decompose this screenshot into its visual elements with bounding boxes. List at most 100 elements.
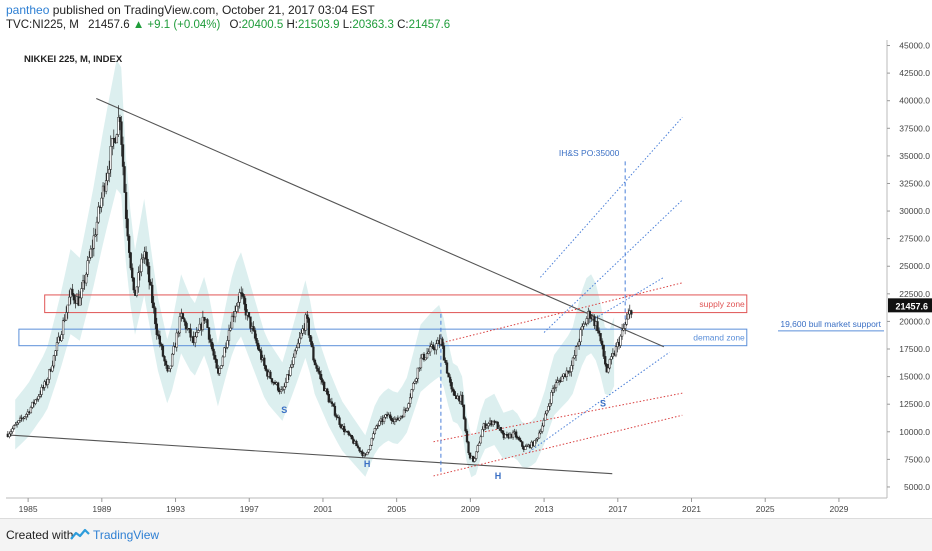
candle-body — [8, 433, 11, 437]
candle-body — [252, 326, 255, 331]
candle-body — [419, 357, 423, 369]
candle-body — [479, 436, 482, 444]
candle-body — [407, 403, 410, 409]
candle-body — [356, 445, 360, 448]
candle-body — [115, 134, 119, 144]
red-channel-line-3 — [433, 414, 683, 477]
candle-body — [63, 319, 66, 322]
candle-body — [17, 420, 20, 424]
candle-body — [171, 353, 174, 367]
candle-body — [189, 328, 192, 338]
candle-body — [550, 391, 553, 404]
candle-body — [15, 422, 19, 425]
y-tick-label: 35000.0 — [899, 151, 930, 161]
candle-body — [146, 258, 149, 267]
x-tick-label: 2021 — [682, 504, 701, 514]
candle-body — [210, 341, 214, 350]
candle-body — [424, 357, 427, 361]
candle-body — [124, 192, 128, 220]
candle-body — [160, 343, 163, 347]
candle-body — [622, 328, 625, 331]
candle-body — [241, 293, 244, 297]
candle-body — [295, 347, 298, 352]
publish-info: pantheo published on TradingView.com, Oc… — [6, 3, 375, 17]
candle-body — [367, 449, 370, 453]
candle-body — [147, 265, 151, 283]
candle-body — [389, 414, 392, 419]
candle-body — [9, 431, 13, 435]
candle-body — [177, 332, 180, 334]
y-tick-label: 10000.0 — [899, 427, 930, 437]
candle-body — [290, 364, 294, 368]
candle-body — [68, 296, 71, 306]
x-tick-label: 2029 — [829, 504, 848, 514]
candle-body — [166, 364, 169, 372]
chart-title: NIKKEI 225, M, INDEX — [24, 54, 123, 65]
candle-body — [405, 407, 409, 411]
candle-body — [89, 248, 92, 258]
candle-body — [366, 451, 369, 456]
candle-body — [576, 345, 579, 347]
candle-body — [240, 292, 243, 294]
candle-body — [604, 356, 607, 365]
candle-body — [243, 296, 246, 305]
candle-body — [373, 428, 377, 434]
candle-body — [118, 117, 122, 122]
candle-body — [332, 403, 335, 407]
candle-body — [316, 368, 320, 372]
candle-body — [481, 429, 484, 438]
candle-body — [55, 342, 59, 352]
candle-body — [164, 360, 168, 366]
published-text: published on TradingView.com, October 21… — [52, 3, 375, 17]
blue-channel-line-1 — [529, 351, 670, 453]
candle-body — [413, 381, 416, 384]
x-tick-label: 1997 — [240, 504, 259, 514]
blue-channel-line-2 — [543, 199, 683, 333]
candle-body — [547, 406, 550, 411]
candle-body — [627, 313, 630, 320]
candle-body — [620, 329, 624, 337]
candle-body — [158, 335, 162, 345]
candle-body — [588, 311, 592, 319]
candle-body — [244, 303, 248, 316]
x-tick-label: 2005 — [387, 504, 406, 514]
footer: Created with TradingView — [0, 518, 932, 551]
price-chart[interactable]: supply zone demand zone 19,600 bull market… — [0, 36, 932, 518]
candle-body — [409, 397, 412, 404]
candle-body — [296, 342, 300, 349]
y-tick-label: 42500.0 — [899, 68, 930, 78]
high-label: H: — [286, 19, 298, 31]
candle-body — [212, 348, 215, 356]
candle-body — [347, 431, 350, 436]
candle-body — [97, 206, 100, 223]
candle-body — [298, 337, 301, 344]
candle-body — [625, 318, 628, 325]
red-channel-line-1 — [438, 282, 683, 344]
candle-body — [48, 369, 51, 380]
candle-body — [501, 430, 504, 434]
candle-body — [85, 273, 88, 284]
candle-body — [135, 286, 138, 296]
y-tick-label: 15000.0 — [899, 372, 930, 382]
candle-body — [207, 327, 211, 340]
y-tick-label: 7500.0 — [904, 454, 930, 464]
candle-body — [597, 330, 601, 334]
candle-body — [323, 381, 326, 392]
tradingview-link[interactable]: TradingView — [93, 528, 160, 542]
candle-body — [255, 338, 258, 344]
candle-body — [61, 320, 65, 335]
candle-body — [452, 388, 455, 392]
high-value: 21503.9 — [297, 19, 340, 31]
candle-body — [467, 441, 470, 454]
candle-body — [390, 417, 393, 421]
candle-body — [534, 438, 538, 441]
candle-body — [65, 312, 68, 321]
y-tick-label: 17500.0 — [899, 344, 930, 354]
candle-body — [499, 426, 502, 431]
candle-body — [445, 362, 449, 374]
candle-body — [175, 332, 178, 348]
candle-body — [561, 376, 564, 382]
candle-body — [553, 387, 556, 389]
author-name[interactable]: pantheo — [6, 3, 50, 17]
candle-body — [140, 258, 143, 272]
